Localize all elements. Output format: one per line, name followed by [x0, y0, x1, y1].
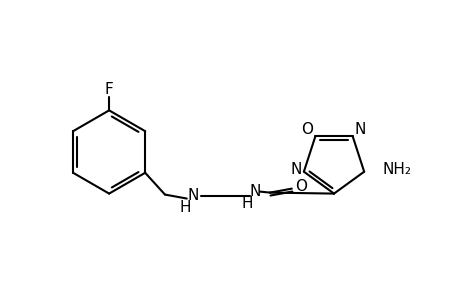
Text: O: O [294, 179, 306, 194]
Text: N: N [290, 162, 301, 177]
Text: N: N [354, 122, 365, 137]
Text: N: N [249, 184, 260, 199]
Text: NH₂: NH₂ [381, 162, 410, 177]
Text: H: H [241, 196, 252, 211]
Text: H: H [179, 200, 190, 215]
Text: N: N [187, 188, 198, 203]
Text: F: F [105, 82, 113, 97]
Text: O: O [301, 122, 313, 137]
